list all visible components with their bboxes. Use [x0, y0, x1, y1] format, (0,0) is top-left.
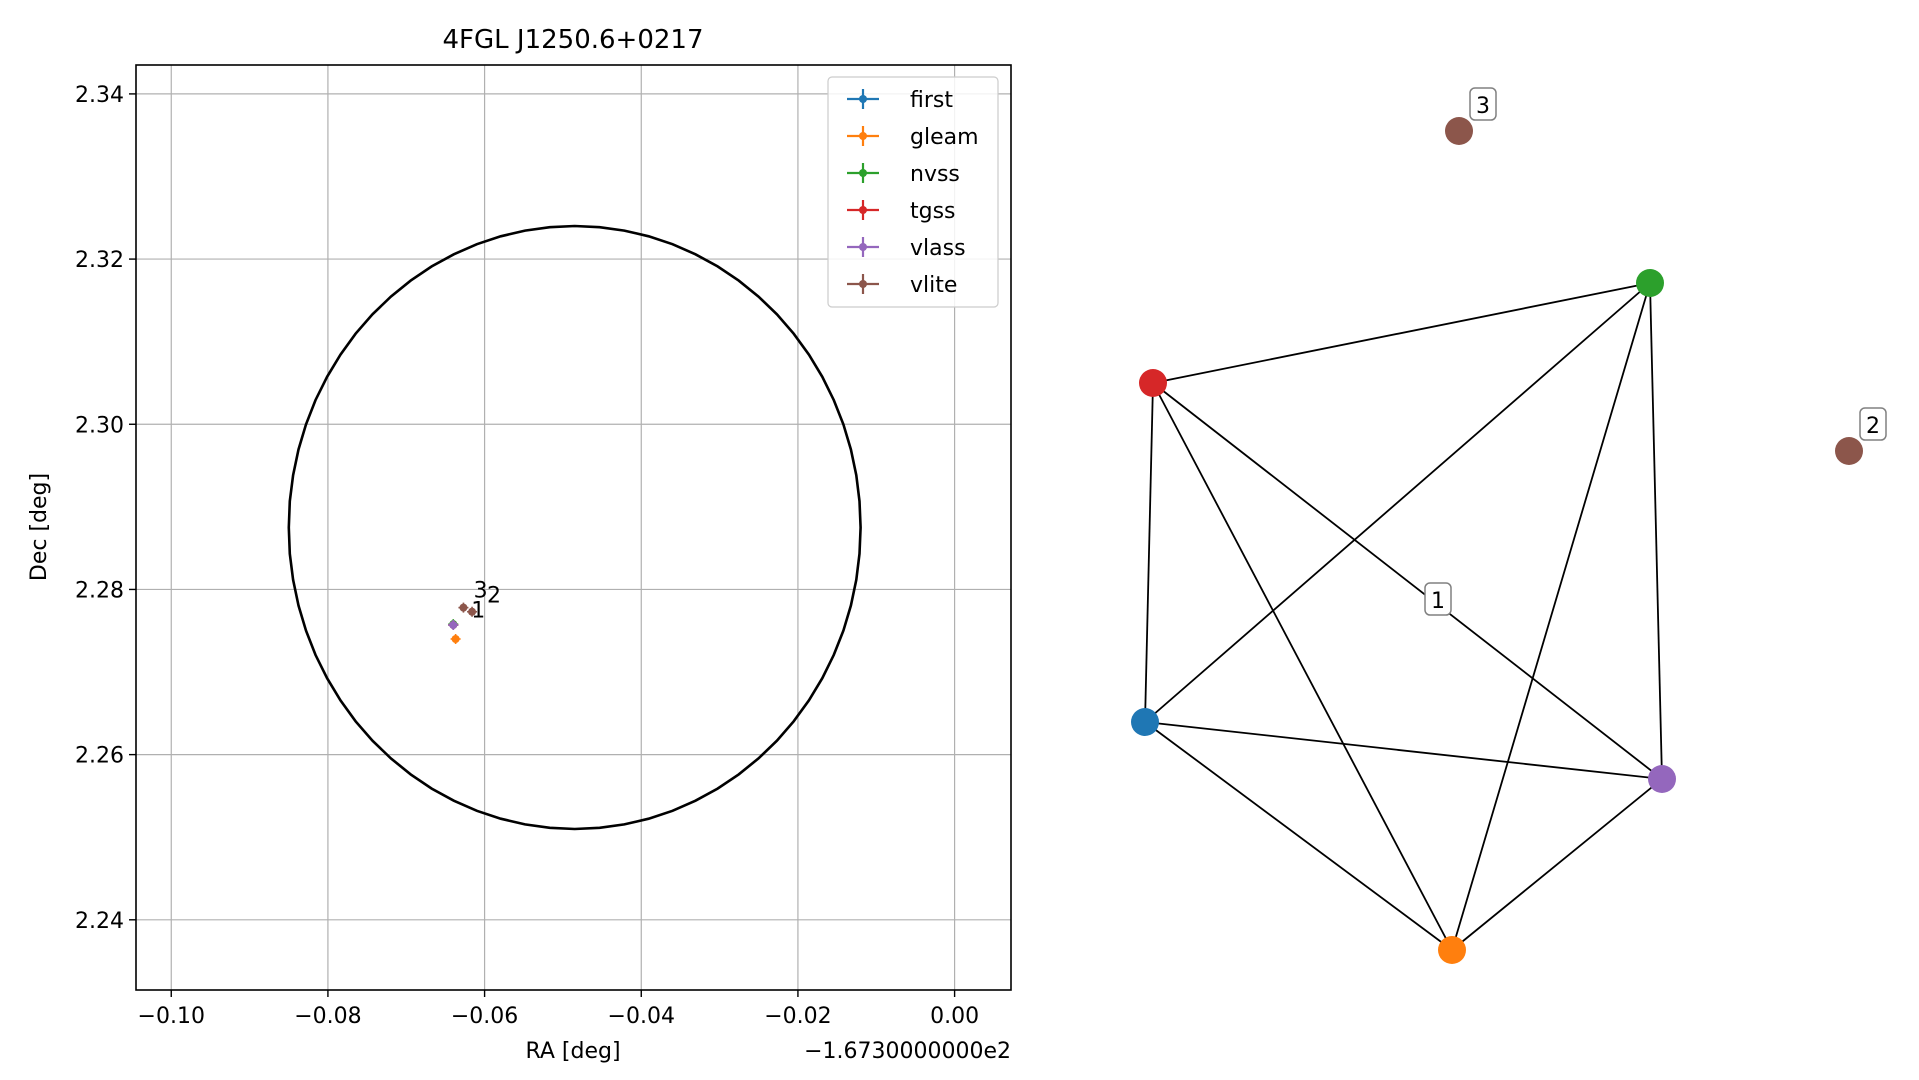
graph-node-vlite-3 [1445, 117, 1473, 145]
legend-dot-vlite [859, 280, 867, 288]
point-vlite [468, 607, 477, 616]
graph-node-first [1131, 708, 1159, 736]
point-label: 2 [487, 584, 501, 609]
legend-label-vlass: vlass [910, 236, 966, 261]
graph-node-nvss [1636, 269, 1664, 297]
point-label: 1 [471, 599, 485, 624]
legend-dot-gleam [859, 132, 867, 140]
graph-edge [1144, 382, 1154, 723]
node-label-box [1469, 87, 1497, 121]
graph-edge [1144, 282, 1651, 723]
graph-edge [1144, 721, 1453, 951]
node-label-box [1424, 582, 1452, 616]
y-axis-ticks: 2.24 2.26 2.28 2.30 2.32 2.34 [75, 83, 136, 934]
y-tick-label: 2.32 [75, 248, 124, 273]
chart-title: 4FGL J1250.6+0217 [443, 25, 704, 55]
legend-label-first: first [910, 88, 953, 113]
point-vlass [449, 620, 458, 629]
point-labels: 3 21 [471, 579, 501, 624]
graph-node-vlite-2 [1835, 437, 1863, 465]
graph-edge [1152, 382, 1663, 780]
point-vlite [459, 603, 468, 612]
x-axis-offset-text: −1.6730000000e2 [804, 1039, 1011, 1064]
graph-node-tgss [1139, 369, 1167, 397]
point-gleam [451, 634, 460, 643]
y-tick-label: 2.34 [75, 83, 124, 108]
graph-edges [1144, 282, 1663, 951]
y-tick-label: 2.30 [75, 413, 124, 438]
graph-edge [1649, 282, 1663, 780]
plot-frame [135, 64, 1012, 991]
graph-nodes [1131, 117, 1863, 964]
graph-edge [1152, 282, 1651, 384]
x-tick-label: −0.10 [138, 1004, 205, 1029]
graph-node-gleam [1438, 936, 1466, 964]
legend: first gleam nvss tgss vlass vlite [827, 76, 999, 308]
legend-dot-nvss [859, 169, 867, 177]
node-label-box [1859, 407, 1887, 441]
x-axis-ticks: −0.10 −0.08 −0.06 −0.04 −0.02 0.00 [138, 990, 979, 1029]
y-tick-label: 2.24 [75, 909, 124, 934]
graph-edge [1152, 382, 1453, 951]
node-label: 2 [1866, 414, 1880, 439]
graph-node-labels: 2 3 1 [1424, 87, 1887, 616]
legend-label-gleam: gleam [910, 125, 979, 150]
node-label: 3 [1476, 94, 1490, 119]
y-tick-label: 2.26 [75, 744, 124, 769]
legend-box [827, 76, 999, 308]
y-tick-label: 2.28 [75, 578, 124, 603]
legend-label-nvss: nvss [910, 162, 960, 187]
legend-label-vlite: vlite [910, 273, 957, 298]
graph-edge [1451, 282, 1651, 951]
legend-dot-first [859, 95, 867, 103]
graph-edge [1451, 778, 1663, 951]
network-panel: 2 3 1 [1131, 87, 1887, 964]
x-tick-label: −0.02 [764, 1004, 831, 1029]
localization-circle [287, 224, 862, 831]
x-axis-label: RA [deg] [525, 1039, 620, 1064]
graph-node-vlass [1648, 765, 1676, 793]
x-tick-label: −0.04 [608, 1004, 675, 1029]
legend-dot-vlass [859, 243, 867, 251]
x-tick-label: −0.08 [294, 1004, 361, 1029]
legend-dot-tgss [859, 206, 867, 214]
node-label: 1 [1431, 589, 1445, 614]
scatter-panel: 3 21 −0.10 −0.08 −0.06 −0.04 −0.02 0.00 2.242.… [27, 25, 1012, 1064]
x-tick-label: 0.00 [930, 1004, 979, 1029]
data-points [448, 602, 478, 644]
circle-outline [287, 224, 862, 831]
y-axis-label: Dec [deg] [27, 473, 52, 581]
point-label: 3 [474, 579, 488, 604]
graph-edge [1144, 721, 1663, 780]
legend-label-tgss: tgss [910, 199, 956, 224]
x-tick-label: −0.06 [451, 1004, 518, 1029]
